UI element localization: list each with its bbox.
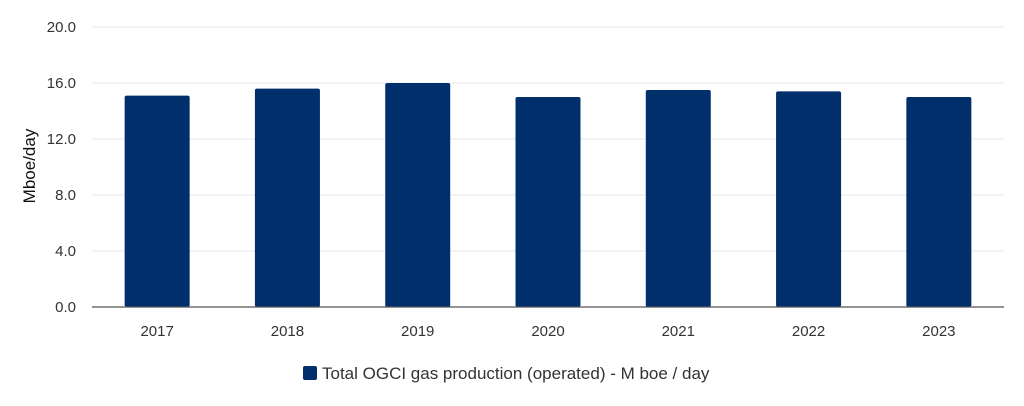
bar[interactable] <box>124 95 190 307</box>
x-tick-label: 2017 <box>140 323 173 340</box>
x-tick-label: 2022 <box>792 323 825 340</box>
axes: Mboe/day 0.0 4.0 8.0 12.0 16.0 20.0 2017 2018 20… <box>20 19 1004 340</box>
bar[interactable] <box>385 83 451 307</box>
y-tick-label: 20.0 <box>47 19 76 36</box>
bars <box>124 83 972 308</box>
y-tick-label: 0.0 <box>55 299 76 316</box>
y-tick-label: 8.0 <box>55 187 76 204</box>
x-tick-label: 2021 <box>662 323 695 340</box>
x-tick-label: 2018 <box>271 323 304 340</box>
x-tick-label: 2023 <box>922 323 955 340</box>
bar[interactable] <box>515 97 581 307</box>
y-tick-label: 4.0 <box>55 243 76 260</box>
y-axis-title: Mboe/day <box>20 128 39 203</box>
x-tick-label: 2020 <box>531 323 564 340</box>
bar[interactable] <box>254 88 320 307</box>
bar[interactable] <box>906 97 972 307</box>
legend-label: Total OGCI gas production (operated) - M… <box>322 364 710 383</box>
y-tick-label: 12.0 <box>47 131 76 148</box>
bar[interactable] <box>645 90 711 307</box>
x-tick-label: 2019 <box>401 323 434 340</box>
legend-swatch <box>303 366 317 380</box>
bar[interactable] <box>776 91 842 308</box>
legend[interactable]: Total OGCI gas production (operated) - M… <box>303 364 710 383</box>
y-tick-label: 16.0 <box>47 75 76 92</box>
